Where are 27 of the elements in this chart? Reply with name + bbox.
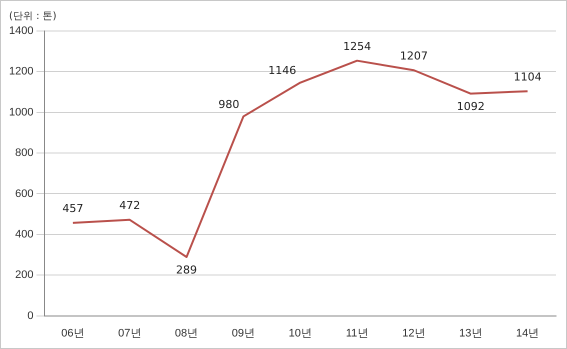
- x-tick-label: 10년: [288, 327, 312, 340]
- y-tick-label: 1000: [8, 106, 34, 118]
- data-label: 1207: [400, 50, 428, 63]
- y-tick-label: 800: [15, 147, 34, 160]
- data-label: 980: [218, 98, 240, 111]
- x-tick-label: 11년: [346, 327, 368, 340]
- y-tick-label: 1400: [8, 25, 34, 38]
- y-axis-title: (단위 : 톤): [9, 10, 57, 23]
- data-label: 1104: [514, 70, 542, 84]
- y-tick-label: 200: [15, 269, 34, 282]
- x-tick-label: 12년: [402, 327, 426, 340]
- x-tick-label: 06년: [61, 327, 85, 340]
- x-tick-label: 14년: [516, 327, 540, 340]
- y-tick-label: 600: [15, 188, 34, 200]
- x-tick-label: 07년: [118, 327, 142, 340]
- data-label: 1254: [343, 40, 372, 54]
- x-tick-label: 13년: [459, 327, 482, 340]
- data-label: 457: [62, 202, 84, 216]
- y-tick-label: 400: [15, 228, 34, 240]
- data-label: 472: [119, 199, 140, 212]
- y-tick-label: 0: [27, 310, 34, 322]
- data-label: 1146: [268, 64, 296, 78]
- data-label: 1092: [456, 100, 485, 114]
- data-label: 289: [176, 263, 198, 276]
- y-tick-label: 1200: [8, 66, 34, 78]
- x-tick-label: 08년: [174, 327, 198, 340]
- x-tick-label: 09년: [232, 327, 256, 340]
